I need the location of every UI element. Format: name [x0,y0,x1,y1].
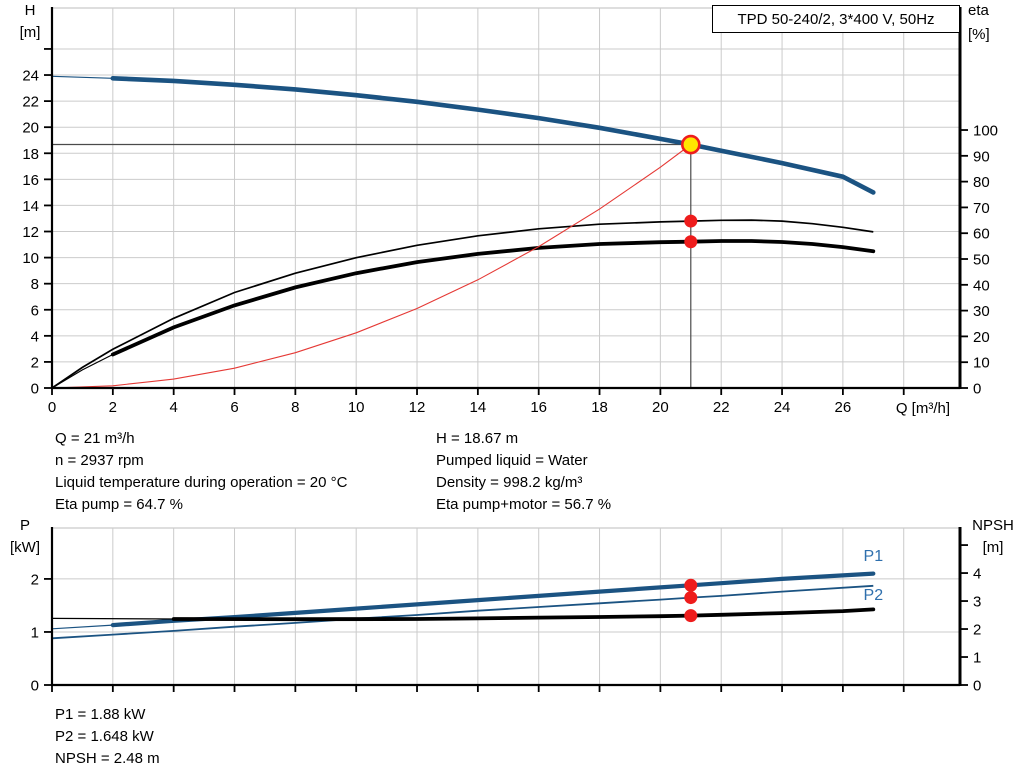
q-axis-title: Q [m³/h] [895,400,950,417]
pump-title-box: TPD 50-240/2, 3*400 V, 50Hz [712,5,960,33]
power-npsh-chart: 0 1 2 0 1 2 3 4 P1 P2 [31,527,981,695]
info-eta-pump: Eta pump = 64.7 % [55,496,183,513]
svg-text:22: 22 [22,94,39,111]
system-curve [51,144,692,389]
eta-pump-motor-curve-lead [51,353,114,389]
operating-point-dot [684,591,698,605]
svg-text:10: 10 [973,355,990,372]
svg-text:20: 20 [22,120,39,137]
svg-text:26: 26 [835,399,852,416]
svg-text:1: 1 [31,624,39,641]
svg-text:0: 0 [48,399,56,416]
svg-text:4: 4 [170,399,178,416]
info-q: Q = 21 m³/h [55,430,135,447]
svg-text:2: 2 [973,622,981,639]
operating-point-dot [684,578,698,592]
svg-text:24: 24 [22,68,39,85]
svg-text:30: 30 [973,303,990,320]
svg-text:4: 4 [973,566,981,583]
svg-text:2: 2 [31,354,39,371]
svg-text:0: 0 [31,381,39,398]
eta-axis-title: eta [968,2,989,19]
result-npsh: NPSH = 2.48 m [55,750,160,767]
operating-point-dot [684,609,698,623]
npsh-curve [171,607,876,622]
svg-text:20: 20 [973,329,990,346]
p-axis-title: P [19,517,30,534]
duty-point-marker [680,134,701,155]
pq-plot-area: 0 1 2 0 1 2 3 4 P1 P2 [31,527,981,695]
svg-text:8: 8 [291,399,299,416]
p1-curve [110,571,876,628]
svg-text:3: 3 [973,594,981,611]
svg-text:14: 14 [470,399,487,416]
svg-text:70: 70 [973,200,990,217]
info-eta-pump-motor: Eta pump+motor = 56.7 % [436,496,612,513]
svg-text:2: 2 [109,399,117,416]
svg-text:0: 0 [973,678,981,695]
eta-pump-curve [51,219,874,389]
svg-text:24: 24 [774,399,791,416]
info-density: Density = 998.2 kg/m³ [436,474,583,491]
svg-text:80: 80 [973,174,990,191]
operating-point-dot [684,214,698,228]
svg-text:18: 18 [591,399,608,416]
svg-text:6: 6 [31,302,39,319]
result-p1: P1 = 1.88 kW [55,706,146,723]
duty-info-right: H = 18.67 m Pumped liquid = Water Densit… [436,428,611,516]
info-pumped-liquid: Pumped liquid = Water [436,452,588,469]
svg-text:0: 0 [973,381,981,398]
info-speed: n = 2937 rpm [55,452,144,469]
svg-text:50: 50 [973,252,990,269]
info-head: H = 18.67 m [436,430,519,447]
h-axis-title: H [24,2,36,19]
operating-point-dot [684,235,698,249]
svg-text:0: 0 [31,678,39,695]
h-axis-unit: [m] [19,24,41,41]
svg-text:100: 100 [973,123,998,140]
svg-text:1: 1 [973,650,981,667]
svg-text:90: 90 [973,148,990,165]
qh-plot-area: 0 2 4 6 8 10 12 14 16 18 20 22 24 2602468101214161820… [22,7,998,416]
eta-pump-motor-curve [110,239,876,357]
series-label-p1: P1 [864,548,884,565]
svg-text:18: 18 [22,146,39,163]
npsh-curve-lead [51,617,174,620]
p2-curve [51,584,874,640]
result-p2: P2 = 1.648 kW [55,728,154,745]
series-label-p2: P2 [864,587,884,604]
svg-text:14: 14 [22,198,39,215]
npsh-axis-unit: [m] [982,539,1004,556]
head-curve [110,76,876,195]
eta-axis-unit: [%] [968,26,990,43]
svg-text:22: 22 [713,399,730,416]
head-curve-lead [51,75,113,79]
svg-text:8: 8 [31,276,39,293]
svg-text:12: 12 [409,399,426,416]
svg-text:16: 16 [530,399,547,416]
pump-title: TPD 50-240/2, 3*400 V, 50Hz [737,10,935,28]
svg-text:16: 16 [22,172,39,189]
svg-text:60: 60 [973,226,990,243]
svg-text:10: 10 [22,250,39,267]
npsh-axis-title: NPSH [972,517,1014,534]
svg-text:20: 20 [652,399,669,416]
duty-info-left: Q = 21 m³/h n = 2937 rpm Liquid temperat… [55,428,347,516]
svg-text:40: 40 [973,277,990,294]
svg-text:10: 10 [348,399,365,416]
p-axis-unit: [kW] [10,539,40,556]
qh-eta-chart: 0 2 4 6 8 10 12 14 16 18 20 22 24 2602468101214161820… [22,7,998,416]
svg-text:2: 2 [31,571,39,588]
result-info: P1 = 1.88 kW P2 = 1.648 kW NPSH = 2.48 m [55,704,160,770]
svg-text:12: 12 [22,224,39,241]
svg-text:6: 6 [230,399,238,416]
p1-curve-lead [51,624,113,630]
svg-text:4: 4 [31,328,39,345]
info-liquid-temp: Liquid temperature during operation = 20… [55,474,348,491]
